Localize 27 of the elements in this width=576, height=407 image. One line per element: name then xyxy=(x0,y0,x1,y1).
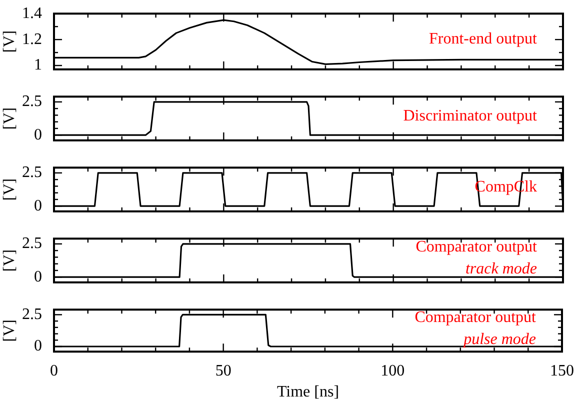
annotation: Comparator output xyxy=(416,238,538,256)
y-axis-title: [V] xyxy=(0,249,18,272)
y-tick-label: 0 xyxy=(34,268,42,286)
y-tick-label: 2.5 xyxy=(22,93,42,110)
y-tick-label: 1 xyxy=(34,56,42,74)
x-axis-title: Time [ns] xyxy=(276,384,340,401)
y-axis-title: [V] xyxy=(0,30,18,53)
y-axis-title: [V] xyxy=(0,319,18,342)
x-tick-label: 50 xyxy=(215,362,232,380)
y-axis-title: [V] xyxy=(0,107,18,130)
annotation: pulse mode xyxy=(462,330,536,348)
x-tick-label: 100 xyxy=(380,362,405,380)
y-tick-label: 0 xyxy=(34,197,42,214)
annotation: Comparator output xyxy=(414,308,537,326)
y-tick-label: 1.2 xyxy=(22,30,42,48)
y-tick-label: 0 xyxy=(34,126,42,144)
x-tick-label: 0 xyxy=(50,362,58,380)
annotation: Front-end output xyxy=(429,30,538,48)
annotation: track mode xyxy=(465,260,537,278)
y-tick-label: 2.5 xyxy=(22,306,42,323)
annotation: Discriminator output xyxy=(403,108,538,125)
y-tick-label: 2.5 xyxy=(22,164,42,182)
y-tick-label: 0 xyxy=(34,338,42,355)
y-tick-label: 1.4 xyxy=(22,4,42,22)
y-axis-title: [V] xyxy=(0,178,18,201)
x-tick-label: 150 xyxy=(550,362,574,380)
y-tick-label: 2.5 xyxy=(22,235,42,252)
